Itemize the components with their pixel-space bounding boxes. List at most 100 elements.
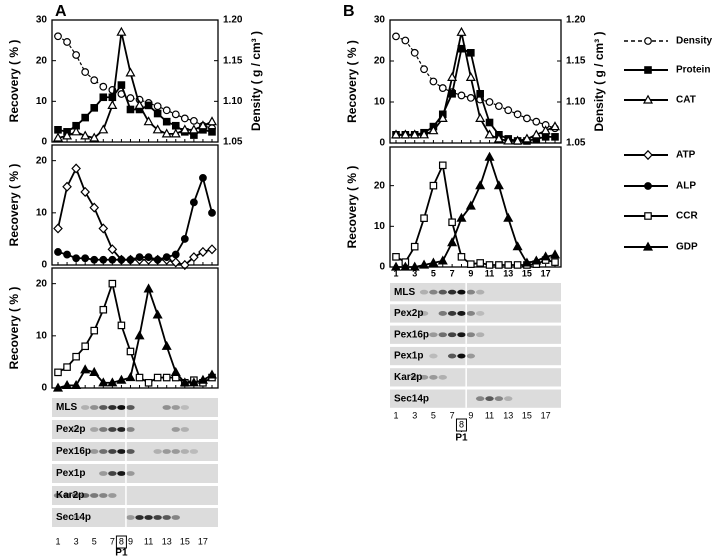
marker xyxy=(162,106,171,115)
marker xyxy=(642,94,654,104)
y-tick-label: 10 xyxy=(374,97,386,108)
x-tick-label: 9 xyxy=(468,268,473,278)
marker xyxy=(503,212,514,222)
marker xyxy=(117,255,126,264)
marker xyxy=(152,309,163,319)
lane-number: 13 xyxy=(503,410,513,420)
blot-band xyxy=(475,311,485,316)
marker xyxy=(170,366,181,376)
marker xyxy=(521,257,532,267)
series-line xyxy=(396,154,556,268)
blot-strip xyxy=(390,304,561,323)
marker xyxy=(90,76,99,85)
blot-band xyxy=(475,289,485,295)
marker xyxy=(401,36,410,45)
marker xyxy=(89,366,100,376)
blot-strip xyxy=(52,442,218,461)
blot-band xyxy=(162,449,171,454)
y-axis-label: Recovery ( % ) xyxy=(7,287,21,370)
y-axis-label: Recovery ( % ) xyxy=(7,40,21,123)
y2-tick-label: 1.20 xyxy=(223,15,243,26)
marker xyxy=(644,182,652,190)
marker xyxy=(52,382,64,392)
marker xyxy=(80,364,91,374)
marker xyxy=(644,212,652,220)
legend-label: CAT xyxy=(676,95,696,106)
blot-label: Pex16p xyxy=(394,329,429,340)
marker xyxy=(409,129,420,139)
marker xyxy=(199,173,207,182)
marker xyxy=(90,255,99,264)
marker xyxy=(428,125,439,135)
marker xyxy=(126,105,135,114)
marker xyxy=(476,89,484,98)
lane-number: 5 xyxy=(431,410,436,420)
blot-band xyxy=(99,493,108,498)
blot-band xyxy=(62,493,72,498)
marker xyxy=(208,128,216,136)
blot-band xyxy=(189,449,199,454)
blot-band xyxy=(162,515,171,520)
blot-label: Sec14p xyxy=(394,393,429,404)
blot-strip xyxy=(52,486,218,505)
marker xyxy=(540,251,551,261)
y2-tick-label: 1.10 xyxy=(223,96,243,107)
marker xyxy=(484,129,495,139)
blot-band xyxy=(90,405,99,410)
marker xyxy=(153,109,162,118)
blot-band xyxy=(99,449,108,454)
blot-band xyxy=(99,405,108,410)
x-tick-label: 7 xyxy=(450,268,455,278)
marker xyxy=(198,246,208,258)
blot-band xyxy=(438,311,447,316)
marker xyxy=(135,373,144,382)
blot-band xyxy=(457,289,466,295)
marker xyxy=(99,93,108,102)
y-tick-label: 0 xyxy=(379,138,385,149)
marker xyxy=(189,116,198,125)
marker xyxy=(390,261,402,271)
marker xyxy=(437,255,448,265)
y-tick-label: 20 xyxy=(36,278,48,289)
marker xyxy=(513,261,522,269)
marker xyxy=(126,347,135,356)
y-tick-label: 30 xyxy=(36,15,48,26)
y-tick-label: 10 xyxy=(36,96,48,107)
blot-band xyxy=(438,374,447,380)
blot-band xyxy=(53,493,63,498)
marker xyxy=(72,51,81,59)
marker xyxy=(99,305,108,314)
blot-strip xyxy=(52,508,218,527)
series-line xyxy=(57,280,213,384)
blot-band xyxy=(457,353,466,359)
marker xyxy=(644,66,652,74)
y2-tick-label: 1.05 xyxy=(566,138,586,149)
marker xyxy=(116,26,127,36)
marker xyxy=(179,377,190,387)
marker xyxy=(126,255,135,264)
marker xyxy=(485,98,494,106)
marker xyxy=(108,279,117,288)
marker xyxy=(81,113,89,122)
series-line xyxy=(57,174,213,261)
blot-band xyxy=(447,353,457,359)
marker xyxy=(437,112,448,122)
marker xyxy=(188,124,199,134)
blot-band xyxy=(80,493,90,498)
marker xyxy=(179,124,190,134)
blot-band xyxy=(90,493,99,498)
marker xyxy=(153,102,162,111)
marker xyxy=(467,260,475,268)
blot-band xyxy=(466,332,476,338)
blot-band xyxy=(162,405,171,410)
lane-number: 13 xyxy=(162,536,172,546)
marker xyxy=(420,214,428,222)
marker xyxy=(448,89,456,98)
blot-band xyxy=(117,449,126,454)
lane-box xyxy=(115,535,127,549)
blot-band xyxy=(126,427,135,432)
marker xyxy=(513,110,522,119)
y-tick-label: 0 xyxy=(41,137,47,148)
